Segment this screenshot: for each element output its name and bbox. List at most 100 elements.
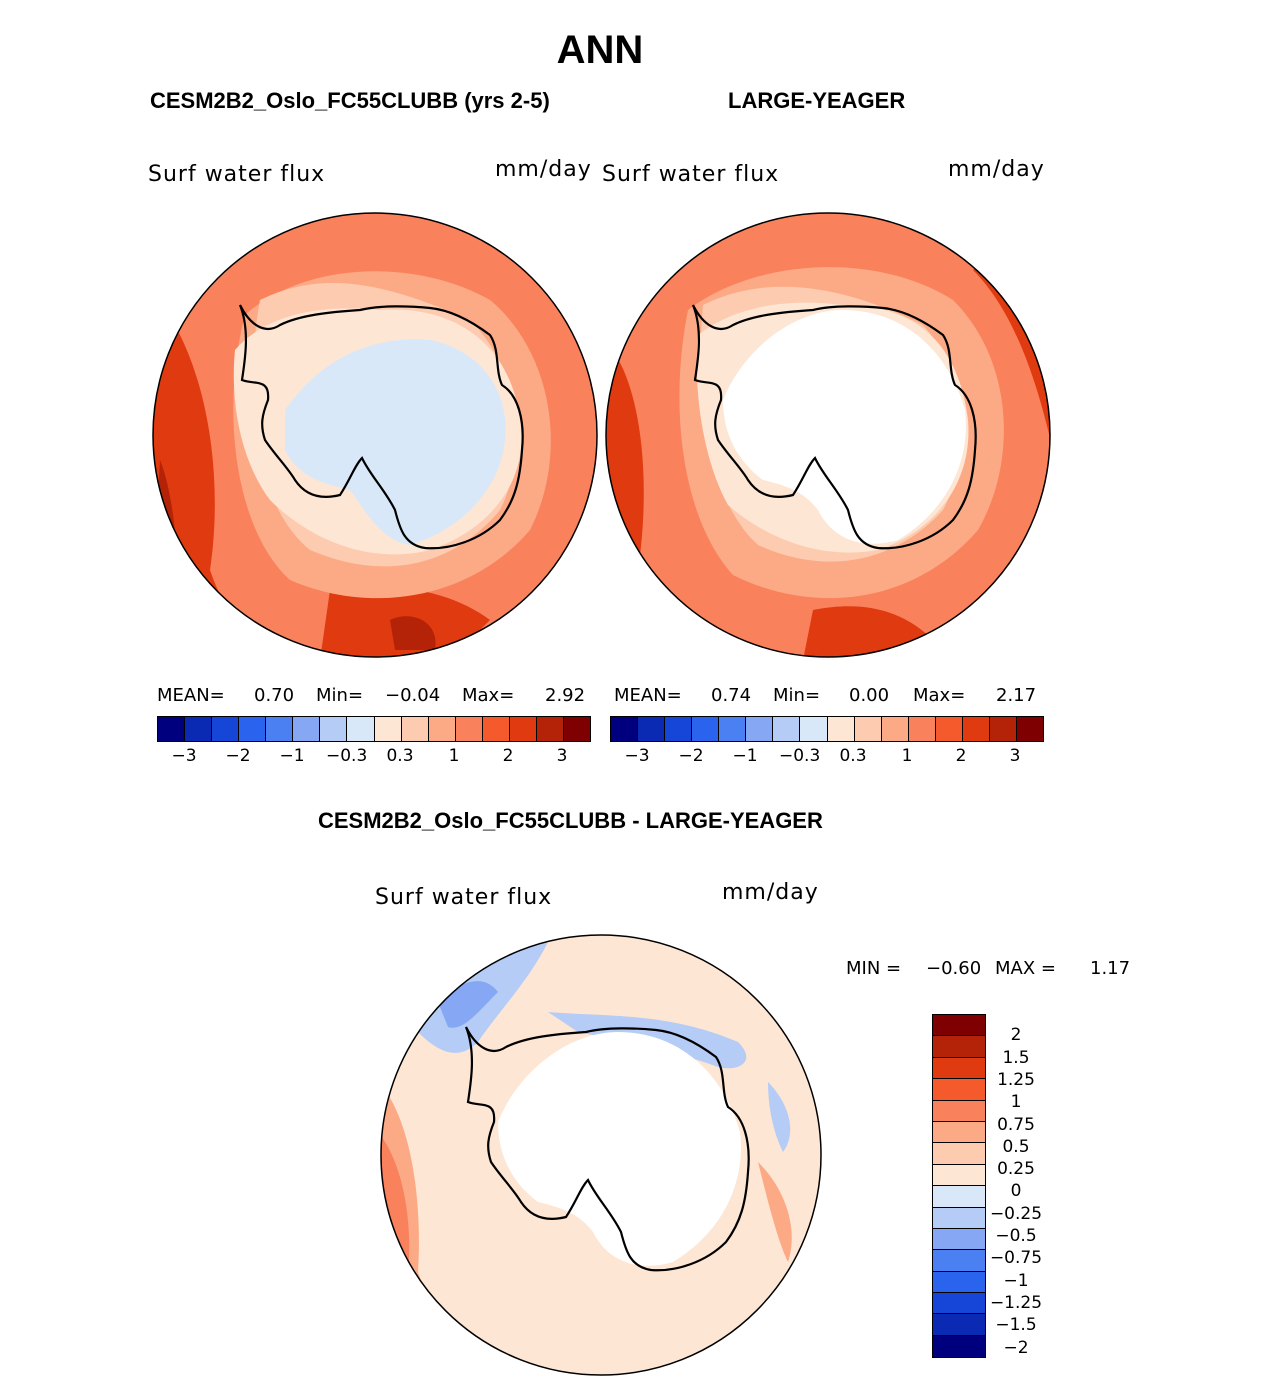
panel1-min-value: −0.04 — [385, 685, 441, 706]
colorbar-swatch — [293, 717, 321, 741]
colorbar-swatch — [746, 717, 774, 741]
panel2-mean-label: MEAN= — [614, 685, 682, 706]
diff-colorbar — [932, 1014, 986, 1359]
colorbar-swatch — [933, 1271, 985, 1294]
diff-title: CESM2B2_Oslo_FC55CLUBB - LARGE-YEAGER — [318, 808, 823, 833]
colorbar-tick-label: 1 — [1010, 1092, 1022, 1113]
colorbar-swatch — [933, 1186, 985, 1208]
colorbar-tick-label: 1.5 — [1002, 1047, 1030, 1068]
panel1-mean-label: MEAN= — [157, 685, 225, 706]
diff-variable-label: Surf water flux — [375, 885, 553, 910]
colorbar-tick-label: −1 — [1003, 1270, 1029, 1291]
colorbar-tick-label: −2 — [678, 746, 704, 766]
colorbar-swatch — [989, 717, 1017, 741]
colorbar-swatch — [773, 717, 801, 741]
panel2-max-label: Max= — [913, 685, 966, 706]
colorbar-tick-label: 3 — [556, 746, 568, 766]
colorbar-tick-label: 0.5 — [1002, 1136, 1030, 1157]
colorbar-swatch — [933, 1036, 985, 1058]
panel2-polar-map — [605, 212, 1051, 658]
panel1-max-value: 2.92 — [545, 685, 586, 706]
colorbar-swatch — [428, 717, 456, 741]
colorbar-swatch — [908, 717, 936, 741]
colorbar-tick-label: −1.25 — [989, 1292, 1043, 1313]
colorbar-swatch — [827, 717, 855, 741]
colorbar-swatch — [935, 717, 963, 741]
colorbar-tick-label: 0.75 — [997, 1114, 1035, 1135]
colorbar-tick-label: 1.25 — [997, 1069, 1035, 1090]
panel2-units-label: mm/day — [948, 157, 1045, 182]
colorbar-swatch — [933, 1293, 985, 1315]
colorbar-swatch — [536, 717, 564, 741]
colorbar-swatch — [239, 717, 267, 741]
colorbar-swatch — [933, 1100, 985, 1122]
colorbar-tick-label: −0.75 — [989, 1248, 1043, 1269]
panel2-max-value: 2.17 — [996, 685, 1037, 706]
colorbar-swatch — [800, 717, 828, 741]
colorbar-swatch — [1016, 717, 1043, 741]
colorbar-tick-label: −0.3 — [779, 746, 821, 766]
colorbar-tick-label: −2 — [1003, 1337, 1029, 1358]
colorbar-tick-label: −1.5 — [995, 1315, 1037, 1336]
colorbar-swatch — [933, 1228, 985, 1251]
colorbar-tick-label: −0.25 — [989, 1203, 1043, 1224]
panel1-mean-value: 0.70 — [254, 685, 295, 706]
colorbar-swatch — [719, 717, 747, 741]
colorbar-swatch — [665, 717, 693, 741]
colorbar-swatch — [933, 1143, 985, 1165]
colorbar-tick-label: 1 — [448, 746, 460, 766]
diff-max-label: MAX = — [995, 958, 1056, 979]
colorbar-swatch — [401, 717, 429, 741]
colorbar-swatch — [933, 1015, 985, 1037]
colorbar-swatch — [881, 717, 909, 741]
colorbar-swatch — [933, 1207, 985, 1229]
colorbar-swatch — [455, 717, 483, 741]
colorbar-tick-label: 2 — [1010, 1025, 1022, 1046]
panel1-min-label: Min= — [316, 685, 364, 706]
colorbar-tick-label: 1 — [901, 746, 913, 766]
colorbar-tick-label: −2 — [225, 746, 251, 766]
colorbar-swatch — [611, 717, 639, 741]
diff-units-label: mm/day — [722, 880, 819, 905]
colorbar-tick-label: 0.3 — [839, 746, 867, 766]
colorbar-tick-label: 0 — [1010, 1181, 1022, 1202]
diff-max-value: 1.17 — [1090, 958, 1131, 979]
colorbar-tick-label: −3 — [171, 746, 197, 766]
colorbar-swatch — [933, 1079, 985, 1101]
colorbar-swatch — [933, 1164, 985, 1187]
colorbar-tick-label: 2 — [955, 746, 967, 766]
panel1-max-label: Max= — [462, 685, 515, 706]
diff-min-label: MIN = — [846, 958, 902, 979]
colorbar-swatch — [962, 717, 990, 741]
colorbar-tick-label: −1 — [279, 746, 305, 766]
colorbar-swatch — [482, 717, 510, 741]
diff-min-value: −0.60 — [926, 958, 982, 979]
panel2-variable-label: Surf water flux — [602, 162, 780, 187]
panel2-mean-value: 0.74 — [711, 685, 752, 706]
colorbar-swatch — [509, 717, 537, 741]
colorbar-tick-label: 2 — [502, 746, 514, 766]
colorbar-tick-label: 0.25 — [997, 1159, 1035, 1180]
colorbar-swatch — [933, 1057, 985, 1080]
colorbar-tick-label: −1 — [732, 746, 758, 766]
colorbar-swatch — [692, 717, 720, 741]
colorbar-swatch — [854, 717, 882, 741]
colorbar-tick-label: −0.5 — [995, 1226, 1037, 1246]
colorbar-tick-label: −0.3 — [326, 746, 368, 766]
colorbar-tick-label: 3 — [1009, 746, 1021, 766]
colorbar-tick-label: 0.3 — [386, 746, 414, 766]
colorbar-swatch — [933, 1121, 985, 1144]
colorbar-swatch — [933, 1335, 985, 1358]
panel1-title: CESM2B2_Oslo_FC55CLUBB (yrs 2-5) — [150, 88, 550, 113]
panel1-units-label: mm/day — [495, 157, 592, 182]
colorbar-swatch — [212, 717, 240, 741]
colorbar-swatch — [185, 717, 213, 741]
panel2-min-label: Min= — [773, 685, 821, 706]
colorbar-tick-label: −3 — [624, 746, 650, 766]
colorbar-swatch — [933, 1250, 985, 1272]
colorbar-swatch — [563, 717, 590, 741]
panel2-min-value: 0.00 — [849, 685, 890, 706]
colorbar-swatch — [347, 717, 375, 741]
colorbar-swatch — [158, 717, 186, 741]
panel1-variable-label: Surf water flux — [148, 162, 326, 187]
